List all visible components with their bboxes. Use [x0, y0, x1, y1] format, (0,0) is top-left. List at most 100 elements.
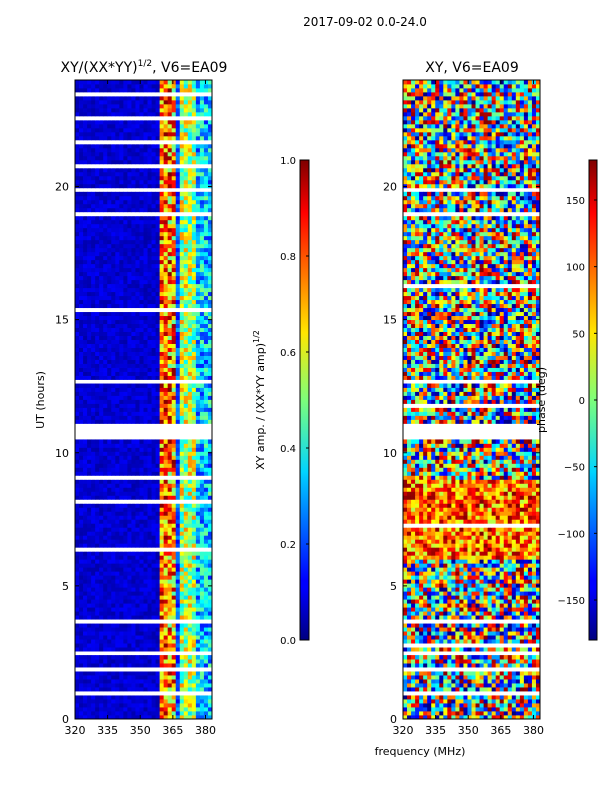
amp-cell — [187, 603, 193, 608]
amp-cell — [183, 511, 189, 516]
amp-cell — [107, 383, 112, 388]
amp-cell — [171, 275, 177, 281]
amp-cell — [139, 603, 144, 608]
amp-cell — [111, 327, 116, 333]
amp-cell — [171, 159, 177, 165]
amp-cell — [99, 555, 104, 560]
amp-cell — [155, 103, 161, 109]
amp-cell — [119, 551, 124, 556]
amp-cell — [79, 179, 84, 185]
amp-cell — [175, 139, 181, 145]
amp-cell — [75, 211, 80, 217]
amp-cell — [119, 531, 124, 536]
amp-cell — [191, 223, 197, 229]
amp-cell — [75, 403, 80, 408]
amp-cell — [131, 575, 136, 580]
amp-cell — [163, 163, 169, 169]
amp-cell — [103, 415, 108, 420]
amp-cell — [95, 655, 100, 660]
amp-cell — [103, 139, 108, 145]
amp-cell — [151, 703, 156, 708]
amp-cell — [87, 235, 92, 241]
amp-cell — [183, 715, 189, 720]
amp-cell — [95, 287, 100, 293]
amp-cell — [95, 183, 100, 189]
amp-cell — [79, 663, 84, 668]
amp-cell — [163, 203, 169, 209]
amp-cell — [103, 367, 108, 372]
amp-cell — [99, 167, 104, 173]
amp-cell — [191, 419, 197, 424]
amp-cell — [83, 123, 88, 129]
amp-cell — [91, 395, 96, 400]
amp-cell — [139, 375, 144, 380]
amp-cell — [183, 287, 189, 293]
amp-cell — [79, 491, 84, 496]
amp-cell — [207, 175, 213, 181]
amp-cell — [123, 407, 128, 412]
amp-cell — [87, 635, 92, 640]
amp-cell — [179, 611, 185, 616]
amp-cell — [87, 551, 92, 556]
amp-cell — [179, 343, 185, 348]
amp-cell — [111, 607, 116, 612]
amp-cell — [95, 279, 100, 285]
amp-cell — [199, 583, 205, 588]
amp-cell — [139, 371, 144, 376]
amp-cell — [175, 679, 181, 684]
amp-cell — [75, 127, 80, 133]
amp-cell — [79, 171, 84, 177]
amp-cell — [171, 591, 177, 596]
amp-cell — [183, 703, 189, 708]
amp-cell — [103, 163, 108, 169]
amp-cell — [187, 627, 193, 632]
amp-cell — [95, 539, 100, 544]
amp-cell — [127, 679, 132, 684]
amp-cell — [127, 175, 132, 181]
amp-cell — [131, 619, 136, 624]
amp-cell — [119, 691, 124, 696]
amp-cell — [91, 707, 96, 712]
amp-cell — [143, 527, 148, 532]
amp-cell — [187, 359, 193, 364]
amp-cell — [107, 311, 112, 317]
amp-cell — [107, 371, 112, 376]
amp-cell — [199, 419, 205, 424]
amp-cell — [179, 703, 185, 708]
amp-cell — [75, 623, 80, 628]
amp-cell — [127, 495, 132, 500]
amp-cell — [175, 239, 181, 245]
amp-cell — [199, 151, 205, 157]
amp-cell — [91, 387, 96, 392]
amp-cell — [79, 355, 84, 360]
amp-cell — [207, 219, 213, 225]
amp-cell — [111, 127, 116, 133]
amp-cell — [139, 339, 144, 344]
amp-cell — [127, 663, 132, 668]
amp-cell — [127, 407, 132, 412]
amp-cell — [87, 299, 92, 305]
amp-cell — [143, 403, 148, 408]
amp-cell — [107, 107, 112, 113]
amp-cell — [75, 143, 80, 149]
amp-cell — [127, 347, 132, 352]
amp-cell — [203, 251, 209, 257]
amp-cell — [151, 223, 156, 229]
amp-cell — [151, 255, 156, 261]
amp-cell — [147, 275, 152, 281]
amp-cell — [91, 307, 96, 313]
amp-cell — [195, 351, 201, 356]
amp-cell — [171, 367, 177, 372]
amp-cell — [179, 147, 185, 153]
amp-cell — [83, 543, 88, 548]
amp-cell — [115, 491, 120, 496]
amp-cell — [159, 103, 165, 109]
amp-cell — [179, 607, 185, 612]
amp-cell — [151, 303, 156, 309]
amp-cell — [155, 295, 161, 301]
amp-cell — [139, 467, 144, 472]
amp-cell — [159, 283, 165, 289]
amp-cell — [99, 683, 104, 688]
amp-cell — [135, 475, 140, 480]
amp-cell — [99, 303, 104, 309]
